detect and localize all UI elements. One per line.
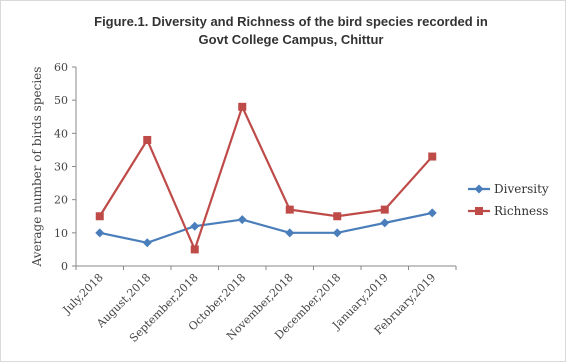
y-tick-label: 0 xyxy=(61,260,68,273)
y-tick-label: 40 xyxy=(54,127,68,140)
chart-title-line-1: Figure.1. Diversity and Richness of the … xyxy=(94,14,488,29)
chart-title-line-2: Govt College Campus, Chittur xyxy=(198,32,384,47)
legend-label-diversity: Diversity xyxy=(494,182,549,196)
data-point-richness xyxy=(190,245,199,254)
y-tick-label: 30 xyxy=(54,161,68,174)
legend-marker-richness xyxy=(475,207,483,215)
data-point-diversity xyxy=(142,238,152,248)
y-axis-label: Average number of birds species xyxy=(30,67,44,268)
data-point-diversity xyxy=(380,218,390,228)
data-point-richness xyxy=(143,135,152,144)
data-point-richness xyxy=(380,205,389,214)
data-point-diversity xyxy=(285,228,295,238)
series-line-richness xyxy=(98,103,434,253)
y-tick-label: 20 xyxy=(54,194,68,207)
x-tick-label: July,2018 xyxy=(60,271,106,317)
data-point-diversity xyxy=(237,215,247,225)
data-point-diversity xyxy=(332,228,342,238)
data-point-richness xyxy=(95,212,104,221)
y-tick-label: 10 xyxy=(54,227,68,240)
series-line-diversity xyxy=(99,211,433,244)
data-point-richness xyxy=(285,205,294,214)
y-tick-label: 60 xyxy=(54,61,68,74)
data-point-richness xyxy=(333,212,342,221)
data-point-richness xyxy=(238,102,247,111)
legend-label-richness: Richness xyxy=(494,204,548,218)
data-point-diversity xyxy=(190,221,200,231)
legend-marker-diversity xyxy=(474,184,484,194)
data-point-richness xyxy=(428,152,437,161)
data-point-diversity xyxy=(427,208,437,218)
y-tick-label: 50 xyxy=(54,94,68,107)
data-point-diversity xyxy=(95,228,105,238)
